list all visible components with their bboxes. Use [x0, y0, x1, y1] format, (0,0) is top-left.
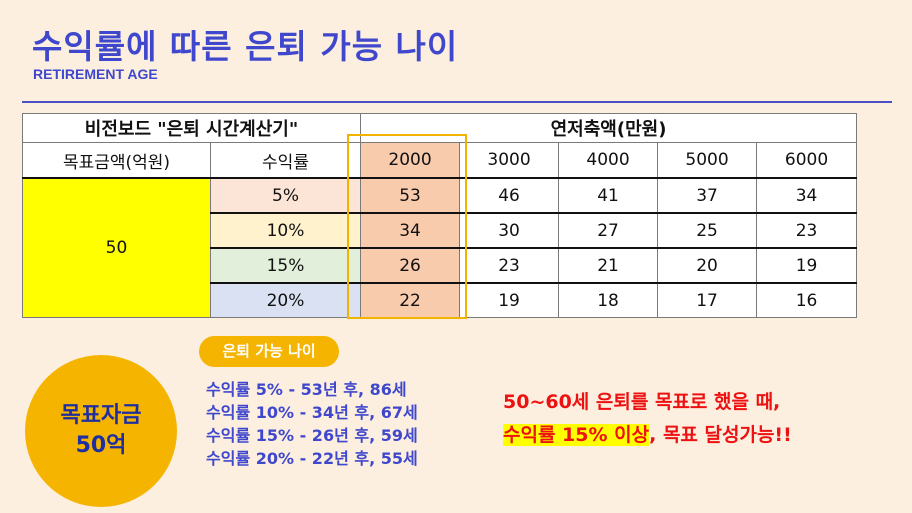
divider: [22, 101, 892, 103]
goal-value-cell: 50: [22, 177, 211, 318]
age-cell: 34: [360, 212, 461, 249]
table-row: 10% 34 30 27 25 23: [23, 212, 858, 249]
list-item: 수익률 5% - 53년 후, 86세: [206, 380, 407, 399]
rate-cell: 15%: [209, 247, 362, 284]
age-cell: 23: [756, 212, 858, 249]
age-cell: 16: [756, 282, 858, 318]
age-cell: 53: [360, 177, 461, 214]
age-cell: 26: [360, 247, 461, 284]
age-cell: 20: [657, 247, 758, 284]
goal-badge: 목표자금 50억: [25, 355, 177, 507]
retirement-table: 비전보드 "은퇴 시간계산기" 연저축액(만원) 목표금액(억원) 수익률 20…: [21, 113, 858, 318]
age-cell: 23: [459, 247, 560, 284]
age-cell: 25: [657, 212, 758, 249]
age-cell: 19: [756, 247, 858, 284]
list-item: 수익률 10% - 34년 후, 67세: [206, 403, 418, 422]
goal-header: 목표금액(억원): [22, 142, 211, 179]
age-cell: 34: [756, 177, 858, 214]
table-row: 15% 26 23 21 20 19: [23, 247, 858, 284]
rate-header: 수익률: [209, 142, 362, 179]
list-item: 수익률 15% - 26년 후, 59세: [206, 426, 418, 445]
age-cell: 37: [657, 177, 758, 214]
rate-cell: 5%: [209, 177, 362, 214]
age-cell: 27: [558, 212, 659, 249]
conclusion-note: 50~60세 은퇴를 목표로 했을 때, 수익률 15% 이상, 목표 달성가능…: [503, 386, 792, 452]
list-item: 수익률 20% - 22년 후, 55세: [206, 449, 418, 468]
retire-age-pill: 은퇴 가능 나이: [199, 336, 339, 367]
goal-badge-label: 목표자금: [60, 403, 142, 428]
rate-cell: 10%: [209, 212, 362, 249]
age-cell: 30: [459, 212, 560, 249]
age-cell: 46: [459, 177, 560, 214]
goal-badge-amount: 50억: [75, 433, 127, 458]
savings-cell: 2000: [360, 142, 461, 179]
note-line2: 수익률 15% 이상, 목표 달성가능!!: [503, 419, 792, 452]
age-cell: 41: [558, 177, 659, 214]
table-row: 50 5% 53 46 41 37 34: [22, 177, 858, 318]
age-cell: 17: [657, 282, 758, 318]
note-line1: 50~60세 은퇴를 목표로 했을 때,: [503, 391, 781, 413]
savings-cell: 3000: [459, 142, 560, 179]
rate-cell: 20%: [209, 282, 362, 318]
page-title: 수익률에 따른 은퇴 가능 나이: [32, 27, 459, 66]
note-highlight: 수익률 15% 이상: [503, 424, 650, 446]
results-list: 수익률 5% - 53년 후, 86세 수익률 10% - 34년 후, 67세…: [206, 378, 418, 470]
savings-cell: 4000: [558, 142, 659, 179]
age-cell: 19: [459, 282, 560, 318]
page-subtitle: RETIREMENT AGE: [33, 66, 158, 82]
savings-header: 연저축액(만원): [360, 113, 858, 143]
table-row: 20% 22 19 18 17 16: [23, 282, 858, 318]
table-title: 비전보드 "은퇴 시간계산기": [21, 113, 362, 143]
savings-cell: 6000: [756, 142, 858, 179]
note-rest: , 목표 달성가능!!: [649, 424, 792, 446]
age-cell: 18: [558, 282, 659, 318]
age-cell: 22: [360, 282, 461, 318]
age-cell: 21: [558, 247, 659, 284]
savings-cell: 5000: [657, 142, 758, 179]
